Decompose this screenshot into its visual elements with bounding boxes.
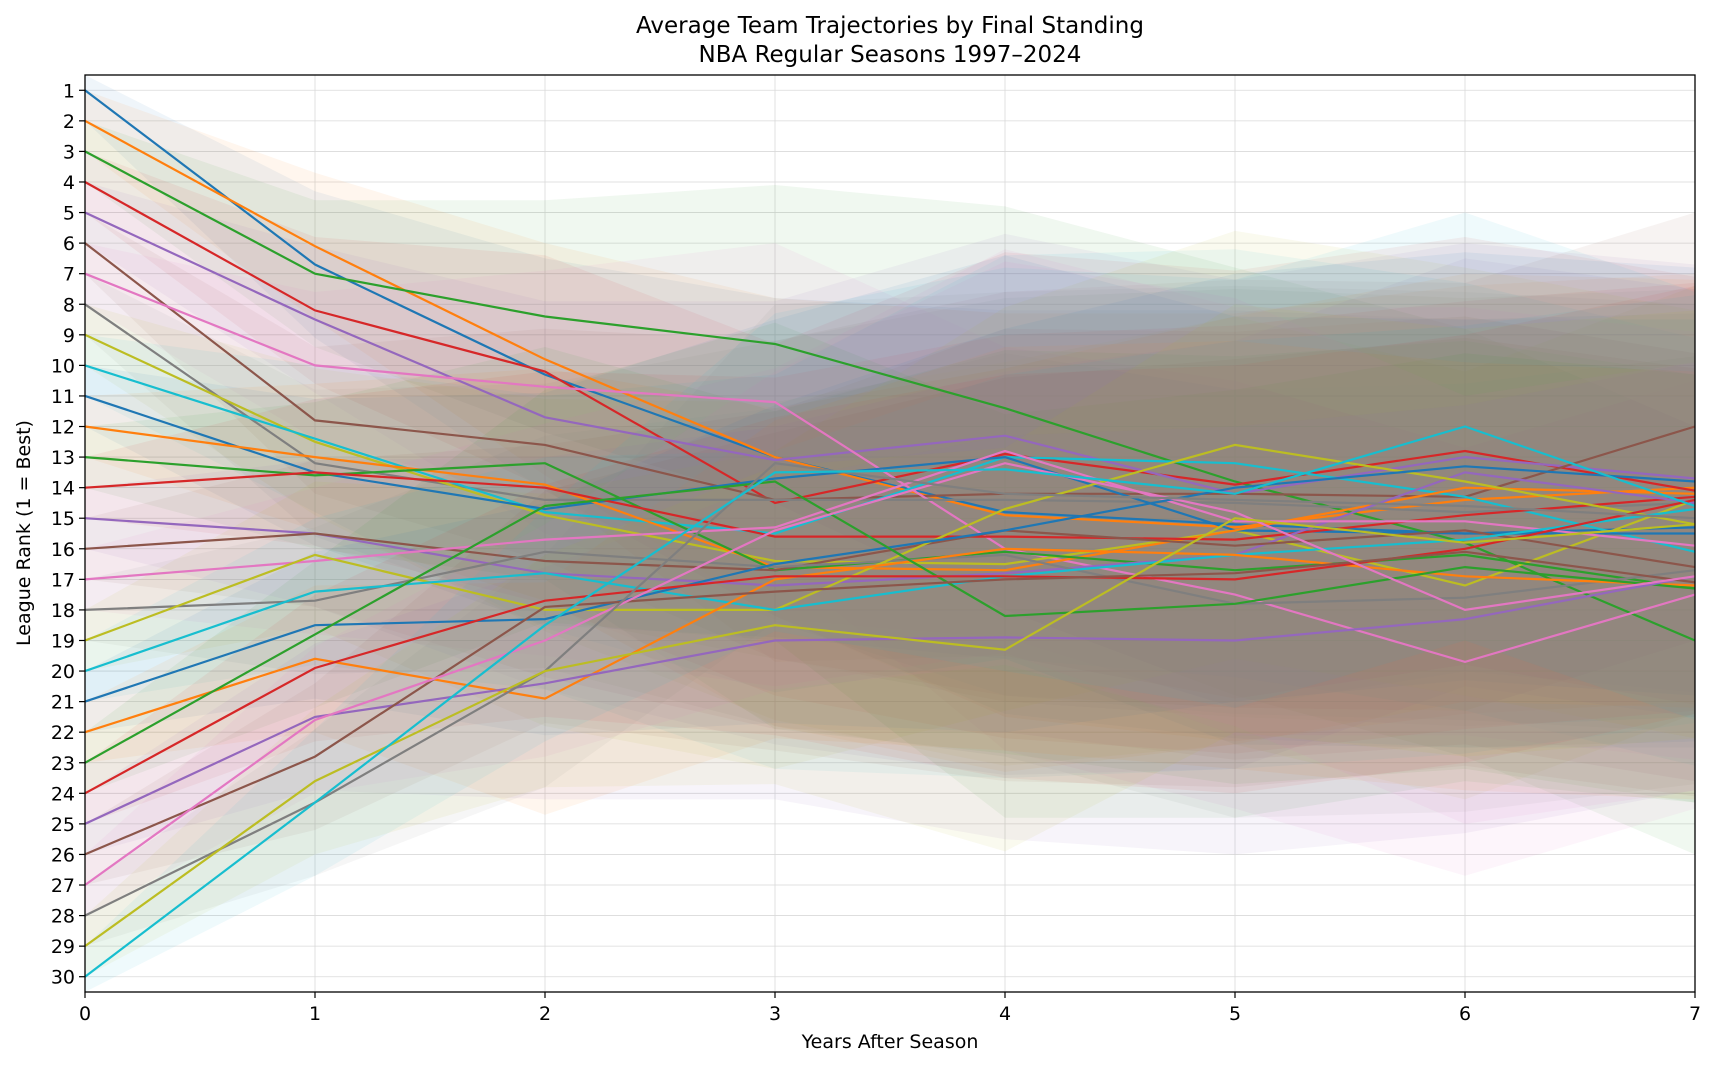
y-tick-label: 27 — [51, 875, 75, 897]
series-band-22 — [85, 340, 1695, 815]
x-tick-label: 6 — [1459, 1003, 1471, 1025]
y-tick-label: 21 — [51, 692, 75, 714]
series-band-23 — [85, 322, 1695, 818]
series-band-10 — [85, 249, 1695, 766]
series-line-12 — [84, 425, 1696, 572]
series-line-23 — [84, 480, 1696, 764]
chart-title: Average Team Trajectories by Final Stand… — [636, 13, 1144, 39]
series-band-5 — [85, 182, 1695, 708]
series-line-15 — [84, 471, 1696, 587]
series-band-13 — [85, 340, 1695, 803]
series-line-18 — [84, 550, 1696, 611]
y-tick-label: 3 — [63, 141, 75, 163]
series-line-9 — [84, 333, 1696, 587]
series-line-24 — [84, 498, 1696, 795]
series-line-28 — [84, 462, 1696, 917]
series-line-19 — [84, 443, 1696, 642]
series-band-17 — [85, 249, 1695, 760]
series-line-21 — [84, 465, 1696, 703]
y-tick-label: 12 — [51, 417, 75, 439]
y-tick-label: 16 — [51, 539, 75, 561]
series-band-1 — [85, 75, 1695, 748]
y-axis-label: League Rank (1 = Best) — [13, 420, 35, 646]
y-tick-label: 19 — [51, 630, 75, 652]
series-line-7 — [84, 272, 1696, 664]
y-tick-label: 6 — [63, 233, 75, 255]
y-tick-label: 1 — [63, 80, 75, 102]
y-tick-label: 10 — [51, 355, 75, 377]
y-tick-label: 29 — [51, 936, 75, 958]
series-band-26 — [85, 337, 1695, 885]
series-band-12 — [85, 273, 1695, 772]
x-axis-ticks: 0 1 2 3 4 5 6 7 — [79, 992, 1701, 1025]
y-tick-label: 8 — [63, 294, 75, 316]
y-tick-label: 23 — [51, 753, 75, 775]
series-line-16 — [84, 529, 1696, 572]
y-tick-label: 18 — [51, 600, 75, 622]
series-line-5 — [84, 211, 1696, 495]
y-tick-label: 28 — [51, 906, 75, 928]
series-band-30 — [85, 212, 1695, 992]
x-tick-label: 2 — [539, 1003, 551, 1025]
series-line-8 — [84, 303, 1696, 514]
series-band-3 — [85, 120, 1695, 855]
y-tick-label: 26 — [51, 844, 75, 866]
series-line-27 — [84, 462, 1696, 886]
series-band-28 — [85, 285, 1695, 947]
series-line-10 — [84, 364, 1696, 553]
x-tick-label: 3 — [769, 1003, 781, 1025]
y-tick-label: 20 — [51, 661, 75, 683]
series-band-15 — [85, 258, 1695, 775]
y-tick-label: 25 — [51, 814, 75, 836]
y-tick-label: 13 — [51, 447, 75, 469]
series-line-14 — [84, 471, 1696, 541]
series-band-2 — [85, 90, 1695, 742]
x-axis-label: Years After Season — [801, 1031, 979, 1053]
x-tick-label: 1 — [309, 1003, 321, 1025]
chart-subtitle: NBA Regular Seasons 1997–2024 — [699, 42, 1082, 68]
series-lines — [84, 89, 1696, 978]
series-band-27 — [85, 261, 1695, 916]
series-line-29 — [84, 517, 1696, 947]
series-line-26 — [84, 550, 1696, 856]
y-tick-label: 30 — [51, 967, 75, 989]
series-band-9 — [85, 285, 1695, 800]
series-line-20 — [84, 507, 1696, 673]
y-tick-label: 17 — [51, 569, 75, 591]
series-line-30 — [84, 425, 1696, 978]
y-tick-label: 9 — [63, 325, 75, 347]
y-tick-label: 22 — [51, 722, 75, 744]
series-band-11 — [85, 255, 1695, 748]
plot-frame — [84, 74, 1696, 993]
y-axis-ticks: 1234567891011121314151617181920212223242… — [51, 80, 85, 989]
y-tick-label: 24 — [51, 783, 75, 805]
y-tick-label: 15 — [51, 508, 75, 530]
series-band-21 — [85, 252, 1695, 736]
x-tick-label: 0 — [79, 1003, 91, 1025]
y-tick-label: 7 — [63, 264, 75, 286]
series-line-17 — [84, 449, 1696, 581]
y-tick-label: 4 — [63, 172, 75, 194]
y-tick-label: 5 — [63, 203, 75, 225]
series-band-6 — [85, 212, 1695, 711]
y-tick-label: 11 — [51, 386, 75, 408]
x-tick-label: 7 — [1689, 1003, 1701, 1025]
y-tick-label: 2 — [63, 111, 75, 133]
series-line-25 — [84, 575, 1696, 825]
x-tick-label: 4 — [999, 1003, 1011, 1025]
x-tick-label: 5 — [1229, 1003, 1241, 1025]
y-tick-label: 14 — [51, 478, 75, 500]
